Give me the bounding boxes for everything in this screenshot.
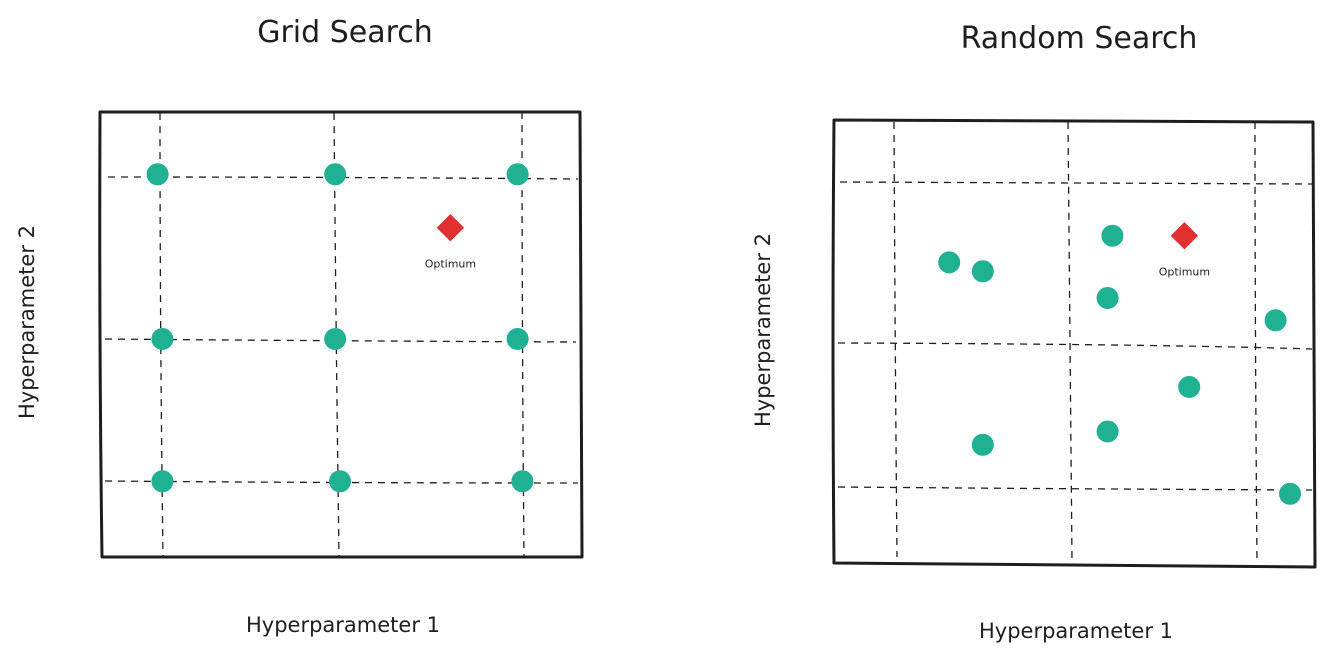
random-search-title: Random Search — [961, 21, 1198, 56]
grid-search-point — [511, 470, 534, 493]
grid-search-point — [151, 328, 174, 350]
grid-search-points — [146, 163, 534, 493]
grid-search-panel: Grid Search Optimum Hyperparameter 1 Hyp… — [15, 15, 584, 637]
grid-search-y-axis-label: Hyperparameter 2 — [15, 225, 39, 419]
random-search-points — [938, 224, 1301, 505]
grid-search-point — [324, 328, 347, 350]
random-search-hline-top — [839, 181, 1313, 185]
random-search-point — [971, 260, 994, 283]
grid-search-x-axis-label: Hyperparameter 1 — [246, 613, 440, 637]
grid-search-point — [506, 163, 529, 186]
random-search-point — [938, 251, 961, 274]
random-search-optimum-marker — [1170, 221, 1199, 250]
grid-search-point — [506, 328, 529, 350]
grid-search-optimum: Optimum — [425, 213, 476, 271]
random-search-y-axis-label: Hyperparameter 2 — [751, 233, 775, 427]
grid-search-optimum-label: Optimum — [425, 258, 476, 271]
random-search-hline-bottom — [837, 486, 1313, 491]
random-search-point — [1096, 420, 1119, 443]
random-search-x-axis-label: Hyperparameter 1 — [979, 619, 1173, 643]
random-search-frame — [831, 118, 1317, 569]
grid-search-point — [151, 470, 174, 493]
grid-search-title: Grid Search — [257, 15, 433, 50]
grid-search-frame — [98, 110, 584, 559]
random-search-vline-middle — [1067, 121, 1073, 563]
random-search-vline-right — [1254, 121, 1258, 561]
random-search-point — [1096, 287, 1119, 309]
random-search-gridlines — [837, 121, 1313, 563]
random-search-hline-middle — [837, 342, 1313, 350]
random-search-point — [1101, 224, 1124, 247]
random-search-optimum-label: Optimum — [1159, 266, 1210, 279]
grid-search-point — [329, 470, 351, 493]
random-search-vline-left — [893, 121, 898, 558]
grid-search-point — [146, 163, 169, 186]
random-search-point — [1279, 482, 1301, 505]
random-search-optimum: Optimum — [1159, 221, 1210, 279]
grid-search-optimum-marker — [436, 213, 465, 242]
random-search-panel: Random Search Optimum Hyperparameter 1 H… — [751, 21, 1317, 643]
random-search-point — [971, 433, 994, 456]
random-search-point — [1264, 309, 1287, 332]
grid-search-point — [324, 163, 347, 186]
random-search-point — [1178, 376, 1201, 398]
